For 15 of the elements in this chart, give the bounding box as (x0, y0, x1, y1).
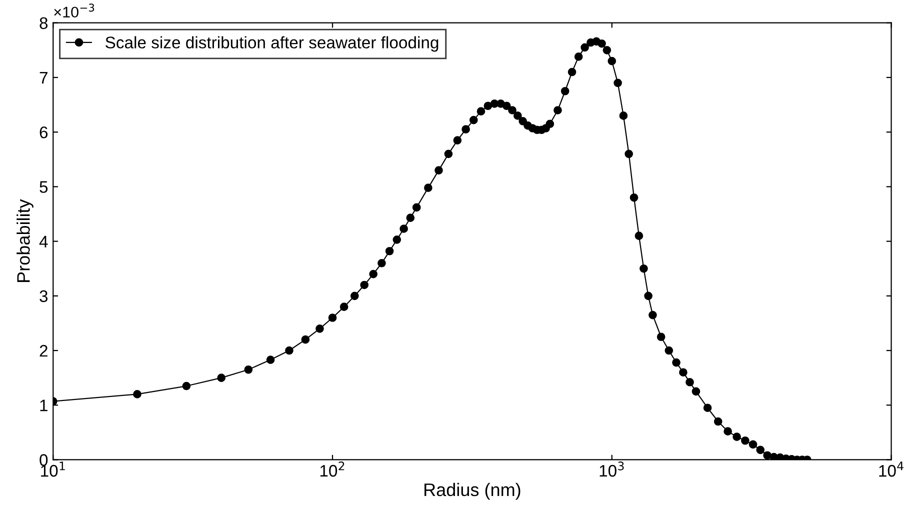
x-axis-title: Radius (nm) (424, 482, 520, 500)
y-tick-label: 5 (40, 181, 48, 193)
y-tick-label: 8 (40, 17, 48, 30)
legend-label: Scale size distribution after seawater flooding (106, 36, 438, 52)
y-tick-label: 4 (39, 236, 48, 248)
y-tick-label: 2 (40, 344, 48, 357)
y-tick-label: 1 (40, 400, 48, 412)
x-tick-label: 10$^{4}$ (879, 462, 904, 477)
x-tick-label: 10$^{3}$ (600, 462, 624, 477)
text: ×10$^{−3}$ (54, 4, 94, 18)
y-tick-label: 6 (40, 126, 48, 138)
y-tick-label: 3 (40, 290, 48, 302)
y-axis-title: Probability (16, 199, 34, 282)
y-tick-label: 7 (40, 72, 48, 84)
x-tick-label: 10$^{2}$ (320, 462, 344, 477)
